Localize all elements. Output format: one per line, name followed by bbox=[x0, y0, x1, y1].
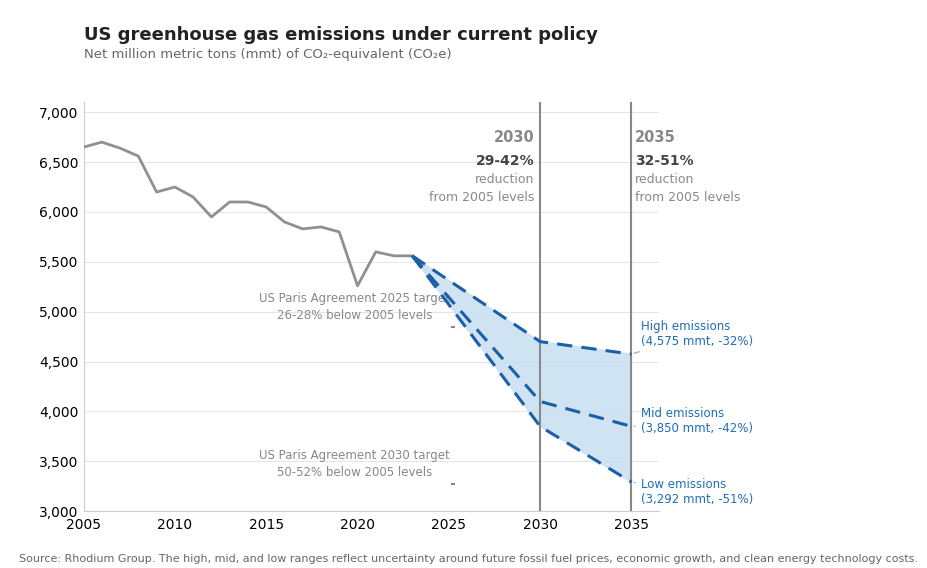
Text: 32-51%: 32-51% bbox=[634, 154, 693, 168]
Text: Mid emissions
(3,850 mmt, -42%): Mid emissions (3,850 mmt, -42%) bbox=[633, 407, 752, 436]
Text: Net million metric tons (mmt) of CO₂-equivalent (CO₂e): Net million metric tons (mmt) of CO₂-equ… bbox=[83, 48, 451, 61]
Text: 2035: 2035 bbox=[634, 130, 675, 145]
Text: Source: Rhodium Group. The high, mid, and low ranges reflect uncertainty around : Source: Rhodium Group. The high, mid, an… bbox=[19, 554, 917, 565]
Text: US greenhouse gas emissions under current policy: US greenhouse gas emissions under curren… bbox=[83, 26, 597, 44]
Polygon shape bbox=[412, 256, 630, 482]
Text: Low emissions
(3,292 mmt, -51%): Low emissions (3,292 mmt, -51%) bbox=[633, 478, 752, 506]
Text: US Paris Agreement 2030 target
50-52% below 2005 levels: US Paris Agreement 2030 target 50-52% be… bbox=[259, 449, 450, 479]
Text: 2030: 2030 bbox=[493, 130, 534, 145]
Text: High emissions
(4,575 mmt, -32%): High emissions (4,575 mmt, -32%) bbox=[633, 320, 752, 353]
Text: US Paris Agreement 2025 target
26-28% below 2005 levels: US Paris Agreement 2025 target 26-28% be… bbox=[259, 292, 450, 321]
Text: 29-42%: 29-42% bbox=[476, 154, 534, 168]
Text: reduction
from 2005 levels: reduction from 2005 levels bbox=[429, 173, 534, 204]
Text: reduction
from 2005 levels: reduction from 2005 levels bbox=[634, 173, 740, 204]
